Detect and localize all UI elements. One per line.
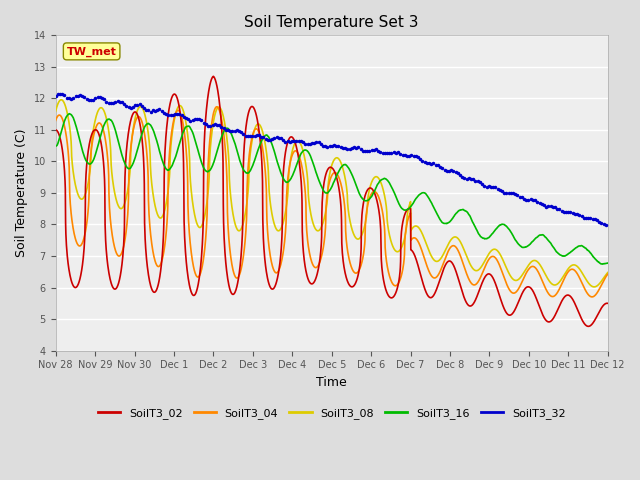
SoilT3_02 (80, 249, 88, 255)
SoilT3_32 (282, 139, 289, 144)
SoilT3_08 (58, 97, 65, 103)
SoilT3_08 (52, 108, 60, 114)
SoilT3_02 (209, 73, 217, 79)
SoilT3_16 (599, 261, 607, 267)
SoilT3_04 (213, 104, 221, 109)
Title: Soil Temperature Set 3: Soil Temperature Set 3 (244, 15, 419, 30)
SoilT3_16 (487, 233, 495, 239)
SoilT3_02 (588, 321, 596, 327)
Line: SoilT3_04: SoilT3_04 (56, 107, 608, 297)
SoilT3_04 (321, 237, 328, 243)
SoilT3_02 (306, 279, 314, 285)
SoilT3_16 (306, 152, 314, 157)
SoilT3_16 (52, 143, 60, 149)
SoilT3_02 (52, 127, 60, 133)
SoilT3_04 (604, 271, 612, 277)
SoilT3_02 (321, 178, 328, 184)
SoilT3_32 (145, 108, 152, 113)
SoilT3_08 (306, 204, 314, 210)
SoilT3_04 (588, 294, 596, 300)
SoilT3_08 (604, 270, 612, 276)
SoilT3_32 (52, 93, 60, 98)
SoilT3_04 (588, 294, 596, 300)
SoilT3_04 (52, 118, 60, 123)
Legend: SoilT3_02, SoilT3_04, SoilT3_08, SoilT3_16, SoilT3_32: SoilT3_02, SoilT3_04, SoilT3_08, SoilT3_… (93, 404, 570, 423)
Line: SoilT3_08: SoilT3_08 (56, 100, 608, 287)
SoilT3_16 (588, 252, 596, 258)
SoilT3_08 (487, 249, 495, 254)
Y-axis label: Soil Temperature (C): Soil Temperature (C) (15, 129, 28, 257)
SoilT3_32 (602, 223, 610, 228)
SoilT3_02 (604, 300, 612, 306)
Line: SoilT3_02: SoilT3_02 (56, 76, 608, 326)
SoilT3_04 (588, 294, 596, 300)
SoilT3_04 (487, 254, 495, 260)
SoilT3_08 (80, 194, 88, 200)
SoilT3_16 (321, 189, 328, 195)
SoilT3_08 (588, 283, 596, 289)
SoilT3_08 (590, 284, 598, 290)
SoilT3_32 (56, 91, 64, 96)
SoilT3_08 (588, 284, 596, 289)
SoilT3_02 (487, 272, 495, 277)
SoilT3_32 (275, 135, 283, 141)
SoilT3_04 (80, 236, 88, 241)
SoilT3_16 (66, 111, 74, 117)
SoilT3_02 (588, 321, 596, 327)
SoilT3_16 (588, 252, 596, 258)
SoilT3_32 (372, 146, 380, 152)
SoilT3_32 (582, 215, 590, 220)
SoilT3_04 (306, 252, 314, 257)
SoilT3_32 (434, 162, 442, 168)
Text: TW_met: TW_met (67, 46, 116, 57)
SoilT3_08 (321, 215, 328, 221)
SoilT3_02 (584, 324, 592, 329)
Line: SoilT3_32: SoilT3_32 (54, 93, 607, 227)
SoilT3_16 (604, 260, 612, 266)
SoilT3_16 (80, 153, 88, 159)
Line: SoilT3_16: SoilT3_16 (56, 114, 608, 264)
X-axis label: Time: Time (316, 376, 347, 389)
